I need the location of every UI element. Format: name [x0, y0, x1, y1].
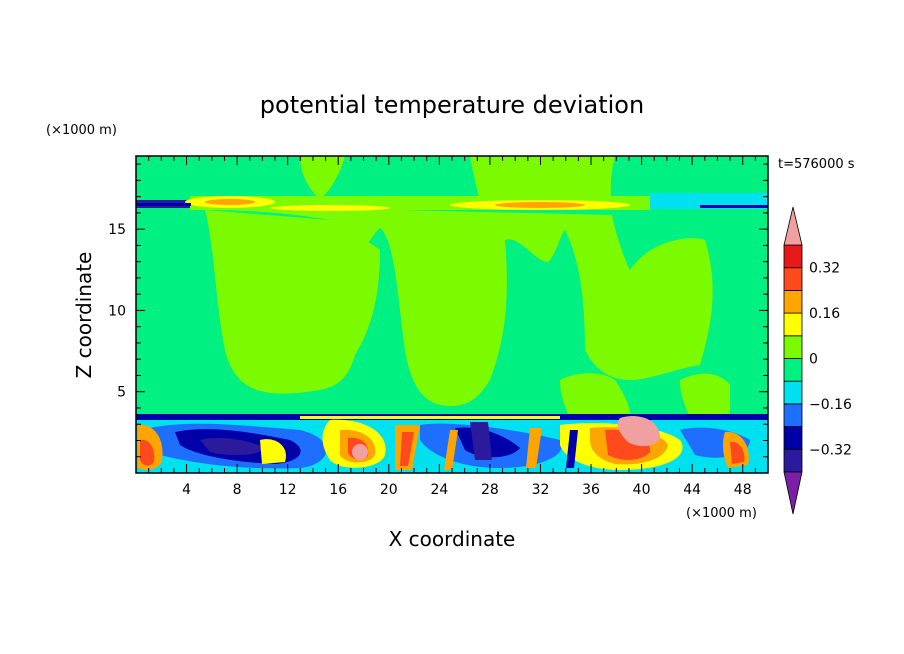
tropopause-warm-4 — [495, 202, 585, 208]
boundary-layer-cold-6 — [470, 422, 492, 460]
x-tick-label: 44 — [683, 482, 701, 498]
x-tick-label: 4 — [182, 482, 191, 498]
x-tick-label: 24 — [430, 482, 448, 498]
y-tick-label: 5 — [117, 385, 126, 401]
y-tick-label: 15 — [108, 222, 126, 238]
colorbar-swatch — [783, 267, 803, 291]
tropopause-band-dark — [136, 203, 191, 206]
contour-region-positive-3 — [300, 156, 345, 200]
boundary-layer-warm-peak-2 — [617, 416, 660, 447]
y-unit-label: (×1000 m) — [46, 123, 117, 138]
boundary-layer-warm-2 — [140, 439, 155, 466]
colorbar-swatch — [783, 358, 803, 382]
colorbar-swatch — [783, 448, 803, 473]
y-axis-title: Z coordinate — [72, 252, 96, 379]
near-surface-warm-1 — [444, 430, 458, 470]
x-tick-label: 12 — [279, 482, 297, 498]
x-tick-label: 16 — [329, 482, 347, 498]
colorbar-label: 0.32 — [809, 261, 840, 277]
contour-region-positive-1 — [205, 210, 713, 406]
colorbar-swatch — [783, 244, 803, 269]
chart-title: potential temperature deviation — [260, 91, 644, 119]
contour-field — [136, 156, 768, 473]
colorbar: 0.32 0.16 0 −0.16 −0.32 — [783, 206, 852, 515]
contour-region-positive-5 — [560, 373, 631, 420]
boundary-layer-warm-13 — [260, 439, 286, 464]
time-label: t=576000 s — [778, 157, 855, 172]
colorbar-swatch — [783, 312, 803, 337]
colorbar-label: −0.16 — [809, 397, 852, 413]
colorbar-arrow-bottom — [783, 471, 803, 515]
x-tick-label: 36 — [582, 482, 600, 498]
boundary-layer-warm-7 — [400, 432, 414, 466]
x-tick-label: 8 — [233, 482, 242, 498]
x-tick-label: 48 — [734, 482, 752, 498]
tropopause-warm-2 — [205, 199, 255, 205]
near-surface-warm-2 — [526, 428, 542, 468]
colorbar-swatch — [783, 289, 803, 314]
y-tick-label: 10 — [108, 303, 126, 319]
colorbar-swatch — [783, 380, 803, 405]
colorbar-arrow-top — [783, 206, 803, 246]
x-tick-label: 28 — [481, 482, 499, 498]
boundary-layer-top-warm — [300, 416, 560, 419]
contour-region-positive-2 — [205, 210, 380, 394]
contour-region-positive-6 — [680, 373, 730, 418]
colorbar-swatch — [783, 426, 803, 450]
colorbar-label: 0 — [809, 352, 818, 368]
colorbar-label: −0.32 — [809, 442, 852, 458]
x-axis-title: X coordinate — [389, 527, 516, 551]
x-unit-label: (×1000 m) — [686, 506, 757, 521]
x-tick-label: 40 — [633, 482, 651, 498]
x-axis: 4 8 12 16 20 24 28 32 36 40 44 48 — [148, 156, 756, 498]
x-tick-label: 32 — [532, 482, 550, 498]
boundary-layer-warm-peak-1 — [352, 444, 368, 460]
x-tick-label: 20 — [380, 482, 398, 498]
boundary-layer-warm-12 — [730, 441, 745, 464]
near-surface-cold-1 — [566, 430, 578, 468]
boundary-layer-cold-3 — [200, 437, 265, 456]
contour-region-positive-4 — [470, 156, 615, 205]
tropopause-warm-5 — [270, 205, 390, 211]
colorbar-label: 0.16 — [809, 306, 840, 322]
colorbar-swatch — [783, 403, 803, 427]
y-axis: 5 10 15 — [108, 163, 768, 458]
colorbar-swatch — [783, 335, 803, 359]
tropopause-band-dark-right — [700, 205, 768, 208]
